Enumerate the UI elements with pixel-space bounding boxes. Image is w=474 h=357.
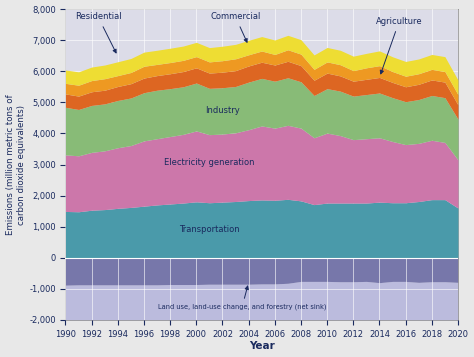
Text: Industry: Industry xyxy=(205,106,240,115)
Text: Agriculture: Agriculture xyxy=(376,17,422,74)
Text: Residential: Residential xyxy=(75,12,121,53)
Text: Commercial: Commercial xyxy=(210,12,261,42)
Text: Transportation: Transportation xyxy=(179,225,240,234)
Y-axis label: Emissions (million metric tons of
carbon dioxide equivalents): Emissions (million metric tons of carbon… xyxy=(6,94,27,235)
Text: Land use, land-use change, and forestry (net sink): Land use, land-use change, and forestry … xyxy=(158,286,326,310)
X-axis label: Year: Year xyxy=(249,341,274,351)
Text: Electricity generation: Electricity generation xyxy=(164,159,255,167)
